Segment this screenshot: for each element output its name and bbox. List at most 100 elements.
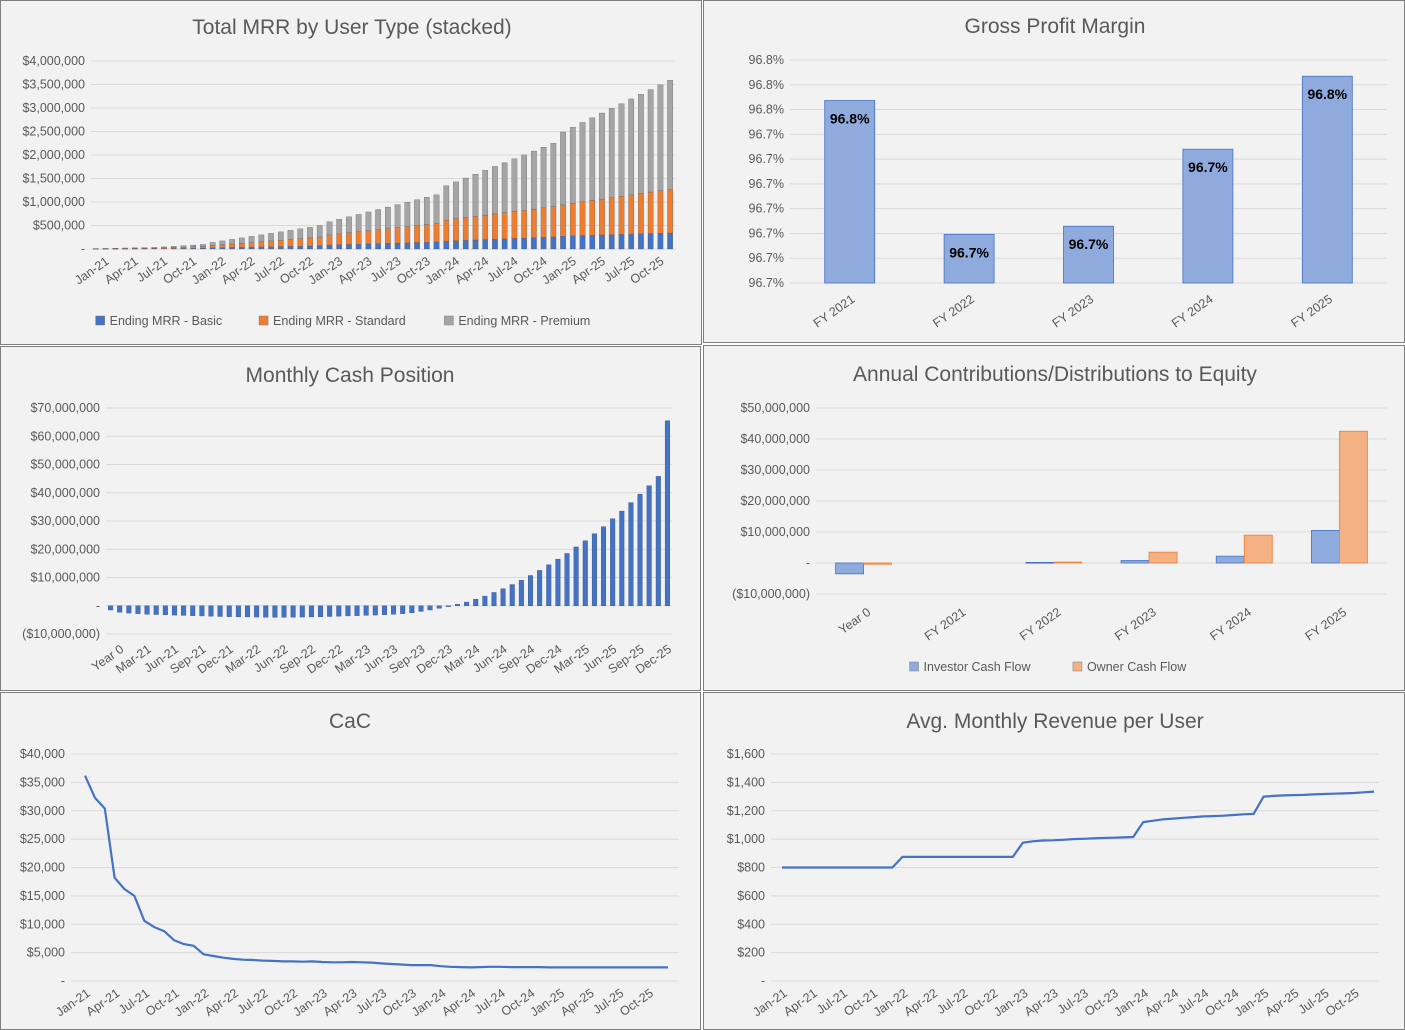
y-axis-tick-label: - xyxy=(81,242,85,256)
mrr-bar-segment xyxy=(404,202,411,227)
cash-bar xyxy=(409,605,415,614)
x-axis-tick-label: Apr-24 xyxy=(439,986,478,1019)
mrr-bar-segment xyxy=(453,218,459,241)
x-axis-tick-label: Apr-23 xyxy=(1022,986,1061,1019)
mrr-bar-segment xyxy=(531,208,537,238)
mrr-bar-segment xyxy=(394,204,401,228)
mrr-bar-segment xyxy=(589,200,596,236)
cash-position-panel[interactable]: Monthly Cash Position ($10,000,000) - $10,… xyxy=(0,346,701,691)
mrr-bar-segment xyxy=(287,246,294,250)
legend-item-label: Ending MRR - Premium xyxy=(458,314,590,328)
gross-profit-margin-panel[interactable]: Gross Profit Margin 96.7% 96.7% 96.7% 96.7%… xyxy=(703,0,1405,343)
y-axis-tick-label: $500,000 xyxy=(33,219,85,233)
x-axis-tick-label: Apr-21 xyxy=(102,254,141,287)
mrr-bar-segment xyxy=(414,199,420,226)
y-axis-tick-label: $25,000 xyxy=(20,832,65,846)
arpu-panel[interactable]: Avg. Monthly Revenue per User - $200 $400 $… xyxy=(703,692,1405,1030)
mrr-bar-segment xyxy=(667,80,673,190)
x-axis-tick-label: Oct-25 xyxy=(628,254,667,287)
mrr-bar-segment xyxy=(618,234,625,250)
mrr-bar-segment xyxy=(316,225,323,238)
mrr-bar-segment xyxy=(365,211,372,231)
cash-bar xyxy=(381,605,387,615)
mrr-bar-segment xyxy=(307,245,313,250)
equity-chart: Annual Contributions/Distributions to Eq… xyxy=(732,363,1387,674)
mrr-bar-segment xyxy=(511,211,518,239)
mrr-bar-segment xyxy=(170,246,177,248)
x-axis-tick-label: Apr-21 xyxy=(84,986,123,1019)
x-axis-tick-label: FY 2023 xyxy=(1050,292,1097,330)
legend-item-swatch xyxy=(95,315,105,326)
equity-bar xyxy=(1243,534,1273,564)
cash-bar xyxy=(454,604,460,606)
mrr-bar-segment xyxy=(209,245,216,249)
equity-bar xyxy=(1311,530,1340,564)
mrr-bar-segment xyxy=(540,237,547,250)
y-axis-tick-label: $30,000,000 xyxy=(30,514,100,528)
mrr-bar-segment xyxy=(560,131,566,206)
x-axis-tick-label: Jan-21 xyxy=(53,986,92,1019)
mrr-bar-segment xyxy=(375,243,381,250)
equity-panel[interactable]: Annual Contributions/Distributions to Eq… xyxy=(703,345,1405,691)
y-axis-tick-label: - xyxy=(96,599,100,613)
legend-item-swatch xyxy=(1072,661,1083,672)
gpm-bar xyxy=(1063,225,1114,284)
cash-bar xyxy=(564,553,570,606)
mrr-bar-segment xyxy=(531,150,537,210)
y-axis-tick-label: $3,500,000 xyxy=(22,78,85,92)
cash-bar xyxy=(108,605,114,611)
mrr-bar-segment xyxy=(365,243,372,250)
mrr-bar-segment xyxy=(618,196,625,235)
x-axis-tick-label: FY 2022 xyxy=(930,292,977,330)
y-axis-tick-label: $1,600 xyxy=(727,747,765,761)
cac-panel[interactable]: CaC - $5,000 $10,000 $15,000 $20,000 $25,000 $… xyxy=(0,692,701,1030)
mrr-bar-segment xyxy=(414,242,420,250)
cash-bar xyxy=(601,526,607,606)
y-axis-tick-label: $40,000 xyxy=(20,747,65,761)
y-axis-tick-label: $3,000,000 xyxy=(22,101,85,115)
cash-bar xyxy=(117,605,123,613)
y-axis-tick-label: $1,200 xyxy=(727,804,765,818)
chart-title: Annual Contributions/Distributions to Eq… xyxy=(853,363,1257,386)
cash-bar xyxy=(318,605,324,617)
mrr-bar-segment xyxy=(531,237,537,250)
mrr-bar-segment xyxy=(297,238,304,247)
cash-bar xyxy=(208,605,214,617)
cash-bar xyxy=(509,584,515,606)
mrr-bar-segment xyxy=(404,226,411,243)
mrr-bar-segment xyxy=(657,190,664,234)
mrr-bar-segment xyxy=(423,197,430,225)
mrr-bar-segment xyxy=(355,214,362,232)
mrr-bar-segment xyxy=(326,221,333,236)
mrr-bar-segment xyxy=(229,247,235,250)
y-axis-tick-label: $10,000,000 xyxy=(30,571,100,585)
y-axis-tick-label: $200 xyxy=(737,946,765,960)
mrr-bar-segment xyxy=(268,233,274,242)
cash-bar xyxy=(144,605,150,615)
mrr-bar-segment xyxy=(492,213,498,240)
y-axis-tick-label: 96.7% xyxy=(749,127,784,141)
mrr-bar-segment xyxy=(346,232,352,245)
y-axis-tick-label: $5,000 xyxy=(27,946,65,960)
mrr-bar-segment xyxy=(569,235,576,250)
mrr-bar-segment xyxy=(141,247,148,249)
mrr-bar-segment xyxy=(385,228,391,244)
cash-bar xyxy=(491,592,497,606)
mrr-bar-segment xyxy=(277,240,284,247)
mrr-chart-panel[interactable]: Total MRR by User Type (stacked) - $500,0… xyxy=(0,0,702,345)
mrr-bar-segment xyxy=(560,204,566,237)
mrr-bar-segment xyxy=(638,233,644,250)
y-axis-tick-label: 96.8% xyxy=(749,53,784,67)
mrr-bar-segment xyxy=(209,247,216,250)
cash-bar xyxy=(555,558,561,606)
x-axis-tick-label: Apr-24 xyxy=(452,254,491,287)
x-axis-tick-label: Apr-21 xyxy=(781,986,820,1019)
cash-bar xyxy=(235,605,241,617)
mrr-bar-segment xyxy=(589,117,596,201)
cash-bar xyxy=(537,570,543,606)
mrr-bar-segment xyxy=(239,237,245,244)
mrr-bar-segment xyxy=(647,89,654,193)
y-axis-tick-label: $15,000 xyxy=(20,889,65,903)
mrr-bar-segment xyxy=(482,239,489,250)
cash-bar xyxy=(646,485,652,606)
